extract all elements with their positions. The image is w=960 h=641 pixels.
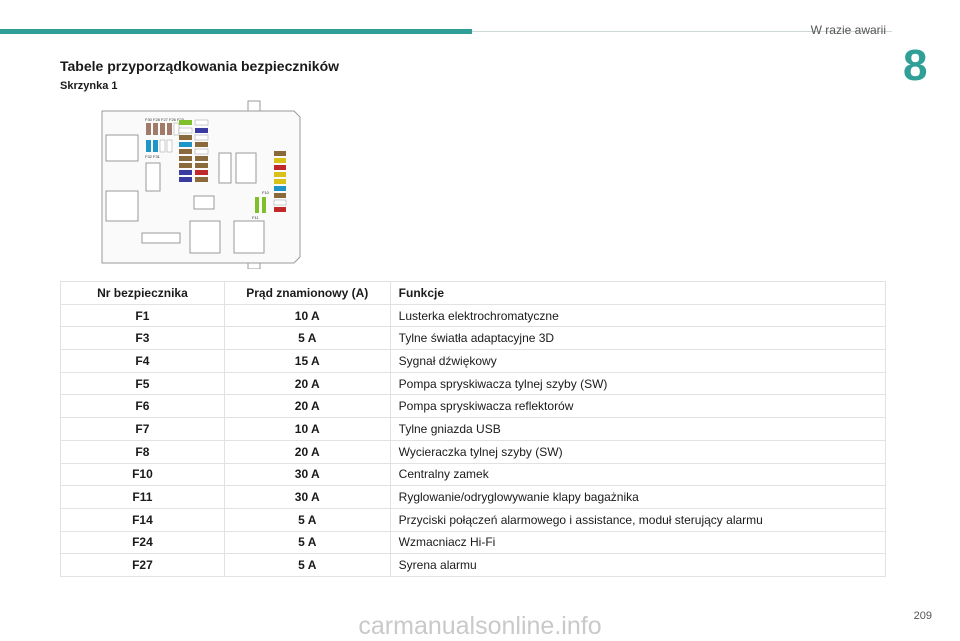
fusebox-subheading: Skrzynka 1 (60, 80, 118, 92)
fuse-function: Przyciski połączeń alarmowego i assistan… (389, 507, 887, 532)
rated-current: 20 A (223, 371, 391, 396)
rated-current: 30 A (223, 462, 391, 487)
watermark-text: carmanualsonline.info (358, 612, 602, 640)
fuse-number: F8 (60, 439, 225, 464)
fuse-function: Wycieraczka tylnej szyby (SW) (389, 439, 887, 464)
chapter-number: 8 (903, 41, 928, 90)
fuse-function: Sygnał dźwiękowy (389, 349, 887, 373)
header-accent-bar (0, 29, 472, 34)
rated-current: 30 A (223, 485, 391, 509)
section-title: W razie awarii (810, 23, 886, 37)
fuse-number: F27 (60, 553, 225, 577)
rated-current: 15 A (223, 349, 391, 373)
fuse-number: F3 (60, 326, 225, 351)
rated-current: 5 A (223, 530, 391, 555)
fuse-group-label-left: F32 F31 (145, 154, 161, 159)
page-heading: Tabele przyporządkowania bezpieczników (60, 58, 340, 74)
fuse-number: F5 (60, 371, 225, 396)
fuse-function: Tylne światła adaptacyjne 3D (389, 326, 887, 351)
fuse-number: F14 (60, 507, 225, 532)
fusebox-diagram: F30 F28 F27 F26 F23 F32 F31 (101, 100, 301, 269)
rated-current: 5 A (223, 553, 391, 577)
fuse-number: F1 (60, 303, 225, 328)
header-rated-current: Prąd znamionowy (A) (223, 281, 391, 305)
rated-current: 10 A (223, 417, 391, 441)
fuse-number: F10 (60, 462, 225, 487)
rated-current: 20 A (223, 394, 391, 419)
fuse-function: Tylne gniazda USB (389, 417, 887, 441)
fuse-number: F6 (60, 394, 225, 419)
fuse-number: F4 (60, 349, 225, 373)
header-fuse-number: Nr bezpiecznika (60, 281, 225, 305)
fuse-number: F24 (60, 530, 225, 555)
page-number: 209 (913, 610, 932, 622)
fuse-group-label-top: F30 F28 F27 F26 F23 (145, 117, 185, 122)
table-row: F27 5 A Syrena alarmu (60, 553, 887, 577)
table-row: F24 5 A Wzmacniacz Hi-Fi (60, 530, 887, 555)
table-row: F7 10 A Tylne gniazda USB (60, 417, 887, 441)
table-header-row: Nr bezpiecznika Prąd znamionowy (A) Funk… (60, 281, 887, 305)
table-row: F5 20 A Pompa spryskiwacza tylnej szyby (S… (60, 371, 887, 396)
fuse-function: Pompa spryskiwacza tylnej szyby (SW) (389, 371, 887, 396)
fuse-function: Ryglowanie/odryglowywanie klapy bagażnik… (389, 485, 887, 509)
table-row: F8 20 A Wycieraczka tylnej szyby (SW) (60, 439, 887, 464)
fuse-number: F7 (60, 417, 225, 441)
fuse-number: F11 (60, 485, 225, 509)
rated-current: 20 A (223, 439, 391, 464)
fuse-function: Syrena alarmu (389, 553, 887, 577)
fuse-label-f11: F11 (252, 215, 259, 220)
fuse-function: Wzmacniacz Hi-Fi (389, 530, 887, 555)
header-divider (472, 31, 892, 32)
table-row: F11 30 A Ryglowanie/odryglowywanie klapy b… (60, 485, 887, 509)
table-row: F3 5 A Tylne światła adaptacyjne 3D (60, 326, 887, 351)
rated-current: 10 A (223, 303, 391, 328)
table-row: F14 5 A Przyciski połączeń alarmowego i as… (60, 507, 887, 532)
fuse-function: Pompa spryskiwacza reflektorów (389, 394, 887, 419)
header-functions: Funkcje (389, 281, 887, 305)
fuse-table: Nr bezpiecznika Prąd znamionowy (A) Funk… (60, 281, 887, 577)
table-row: F10 30 A Centralny zamek (60, 462, 887, 487)
rated-current: 5 A (223, 326, 391, 351)
rated-current: 5 A (223, 507, 391, 532)
table-row: F4 15 A Sygnał dźwiękowy (60, 349, 887, 373)
fuse-label-f10: F10 (262, 190, 270, 195)
fuse-function: Lusterka elektrochromatyczne (389, 303, 887, 328)
table-row: F6 20 A Pompa spryskiwacza reflektorów (60, 394, 887, 419)
table-row: F1 10 A Lusterka elektrochromatyczne (60, 303, 887, 328)
fuse-function: Centralny zamek (389, 462, 887, 487)
